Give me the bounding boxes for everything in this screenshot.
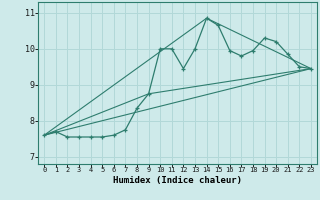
X-axis label: Humidex (Indice chaleur): Humidex (Indice chaleur) — [113, 176, 242, 185]
